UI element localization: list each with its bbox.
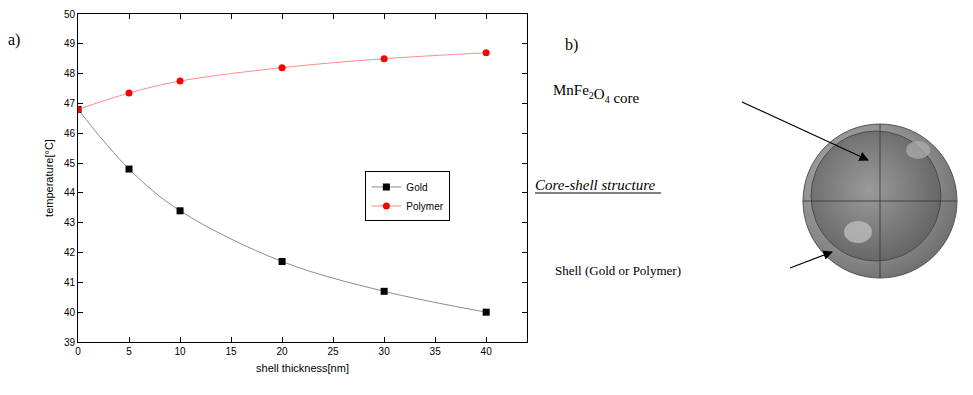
svg-text:25: 25 (328, 346, 340, 357)
svg-text:15: 15 (226, 346, 238, 357)
svg-text:35: 35 (430, 346, 442, 357)
svg-text:30: 30 (379, 346, 391, 357)
svg-text:46: 46 (64, 128, 76, 139)
svg-text:45: 45 (64, 158, 76, 169)
svg-text:48: 48 (64, 68, 76, 79)
svg-text:41: 41 (64, 277, 76, 288)
svg-text:0: 0 (75, 346, 81, 357)
svg-text:39: 39 (64, 337, 76, 348)
svg-text:5: 5 (126, 346, 132, 357)
svg-text:b): b) (565, 36, 578, 54)
svg-text:Core-shell structure: Core-shell structure (535, 177, 655, 193)
svg-text:42: 42 (64, 247, 76, 258)
svg-text:Shell (Gold or Polymer): Shell (Gold or Polymer) (555, 263, 681, 278)
svg-text:40: 40 (481, 346, 493, 357)
svg-text:50: 50 (64, 9, 76, 20)
svg-text:temperature[°C]: temperature[°C] (43, 139, 55, 217)
svg-text:49: 49 (64, 38, 76, 49)
svg-text:MnFe2O4 core: MnFe2O4 core (553, 82, 640, 106)
svg-text:10: 10 (174, 346, 186, 357)
svg-text:Gold: Gold (406, 182, 427, 193)
svg-text:20: 20 (277, 346, 289, 357)
svg-text:47: 47 (64, 98, 76, 109)
svg-text:43: 43 (64, 217, 76, 228)
svg-text:40: 40 (64, 307, 76, 318)
svg-text:44: 44 (64, 187, 76, 198)
svg-text:shell thickness[nm]: shell thickness[nm] (256, 362, 349, 374)
svg-text:a): a) (8, 31, 20, 49)
svg-text:Polymer: Polymer (406, 201, 443, 212)
